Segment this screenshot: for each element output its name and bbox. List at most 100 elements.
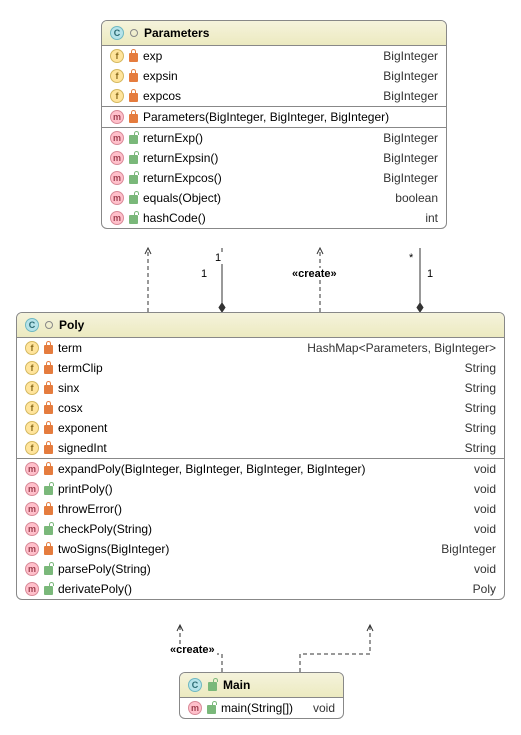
method-type: void [474,502,496,516]
open-dot-icon [45,321,53,329]
method-icon: m [110,211,124,225]
public-icon [129,155,138,164]
private-icon [44,466,53,475]
method-type: boolean [395,191,438,205]
method-name: returnExpcos() [143,171,378,185]
method-row: m parsePoly(String) void [17,559,504,579]
method-row: m equals(Object) boolean [102,188,446,208]
method-row: mhashCode()int [102,208,446,228]
field-row: fexpcosBigInteger [102,86,446,106]
field-type: BigInteger [383,69,438,83]
class-header: C Parameters [102,21,446,46]
method-icon: m [25,562,39,576]
mult-label: * [407,252,415,264]
field-row: f exponent String [17,418,504,438]
method-row: mexpandPoly(BigInteger, BigInteger, BigI… [17,459,504,479]
private-icon [44,365,53,374]
method-name: returnExp() [143,131,378,145]
method-row: m returnExp() BigInteger [102,128,446,148]
class-poly: C Poly f term HashMap<Parameters, BigInteg… [16,312,505,600]
field-icon: f [25,381,39,395]
method-name: expandPoly(BigInteger, BigInteger, BigIn… [58,462,469,476]
class-icon: C [25,318,39,332]
method-row: mreturnExpcos()BigInteger [102,168,446,188]
field-name: cosx [58,401,460,415]
field-type: BigInteger [383,89,438,103]
method-name: parsePoly(String) [58,562,469,576]
method-name: checkPoly(String) [58,522,469,536]
public-icon [44,586,53,595]
method-icon: m [25,542,39,556]
create-label: «create» [168,644,217,656]
field-icon: f [110,89,124,103]
private-icon [129,93,138,102]
method-icon: m [110,151,124,165]
class-parameters: C Parameters fexpBigInteger fexpsinBigIn… [101,20,447,229]
class-icon: C [188,678,202,692]
field-icon: f [110,69,124,83]
method-name: throwError() [58,502,469,516]
method-name: derivatePoly() [58,582,468,596]
field-row: fexpBigInteger [102,46,446,66]
field-name: exponent [58,421,460,435]
method-name: hashCode() [143,211,420,225]
public-icon [44,526,53,535]
public-icon [129,135,138,144]
method-icon: m [25,582,39,596]
class-header: C Poly [17,313,504,338]
field-type: String [465,421,496,435]
field-row: fexpsinBigInteger [102,66,446,86]
class-main: C Main mmain(String[])void [179,672,344,719]
method-icon: m [110,171,124,185]
public-icon [44,486,53,495]
public-icon [129,175,138,184]
class-title: Poly [59,318,84,332]
mult-label: 1 [213,252,223,264]
method-type: void [474,462,496,476]
open-dot-icon [130,29,138,37]
public-icon [208,682,217,691]
method-type: void [474,562,496,576]
method-icon: m [25,482,39,496]
private-icon [44,405,53,414]
method-name: returnExpsin() [143,151,378,165]
private-icon [129,114,138,123]
mult-label: 1 [425,268,435,280]
method-icon: m [110,131,124,145]
field-name: term [58,341,302,355]
method-icon: m [188,701,202,715]
private-icon [44,345,53,354]
field-icon: f [25,361,39,375]
mult-label: 1 [199,268,209,280]
field-icon: f [25,441,39,455]
method-icon: m [110,110,124,124]
public-icon [129,215,138,224]
method-name: twoSigns(BigInteger) [58,542,436,556]
field-row: f term HashMap<Parameters, BigInteger> [17,338,504,358]
class-icon: C [110,26,124,40]
method-type: BigInteger [383,131,438,145]
method-name: printPoly() [58,482,469,496]
field-type: String [465,361,496,375]
field-icon: f [25,341,39,355]
method-icon: m [110,191,124,205]
method-type: void [474,522,496,536]
method-type: BigInteger [383,151,438,165]
method-row: mderivatePoly()Poly [17,579,504,599]
field-name: sinx [58,381,460,395]
method-type: void [313,701,335,715]
field-type: String [465,401,496,415]
method-icon: m [25,522,39,536]
field-row: fsignedIntString [17,438,504,458]
private-icon [44,546,53,555]
method-row: mtwoSigns(BigInteger)BigInteger [17,539,504,559]
class-header: C Main [180,673,343,698]
public-icon [207,705,216,714]
private-icon [44,506,53,515]
field-icon: f [25,421,39,435]
field-type: String [465,441,496,455]
class-title: Parameters [144,26,209,40]
field-icon: f [25,401,39,415]
field-type: HashMap<Parameters, BigInteger> [307,341,496,355]
method-name: equals(Object) [143,191,390,205]
